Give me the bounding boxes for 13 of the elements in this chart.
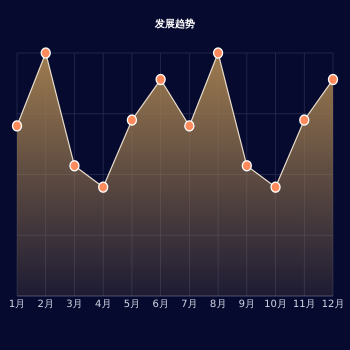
x-tick-label: 12月 — [322, 299, 344, 310]
chart-title: 发展趋势 — [154, 18, 195, 30]
x-tick-label: 1月 — [8, 299, 26, 310]
x-tick-label: 5月 — [124, 299, 140, 310]
x-tick-label: 6月 — [152, 299, 169, 310]
x-tick-label: 2月 — [38, 299, 54, 310]
x-tick-label: 11月 — [292, 299, 316, 310]
x-tick-label: 7月 — [181, 299, 198, 310]
x-tick-label: 10月 — [264, 299, 287, 310]
x-tick-label: 4月 — [94, 299, 112, 310]
x-tick-label: 3月 — [66, 299, 83, 310]
x-tick-label: 9月 — [238, 299, 256, 310]
x-tick-label: 8月 — [210, 299, 226, 310]
